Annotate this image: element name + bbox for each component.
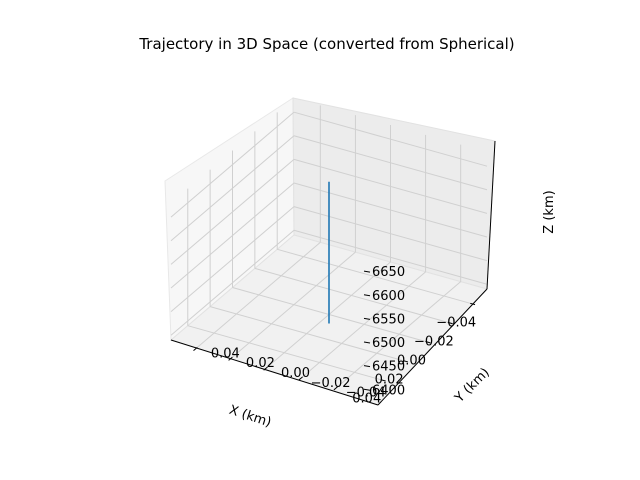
- z-tick-mark: [363, 388, 371, 391]
- z-grid-line: [293, 158, 488, 214]
- z-grid-line: [293, 135, 488, 191]
- y-tick-mark: [333, 386, 339, 391]
- x-tick-label: −0.02: [414, 334, 454, 349]
- y-tick-label: 0.04: [211, 346, 240, 361]
- z-grid-line: [293, 111, 488, 167]
- z-grid-line: [170, 229, 295, 336]
- z-grid-line: [170, 111, 295, 218]
- z-tick-label: 6400: [372, 383, 405, 398]
- z-tick-mark: [363, 341, 371, 344]
- z-tick-label: 6550: [372, 312, 405, 327]
- y-tick-label: 0.00: [281, 366, 310, 381]
- x-tick-label: 0.04: [352, 392, 381, 407]
- z-grid-line: [170, 135, 295, 242]
- x-axis-label: X (km): [227, 403, 273, 431]
- grid-lines: [170, 105, 488, 388]
- x-tick-mark: [447, 321, 453, 325]
- y-axis-label: Y (km): [452, 365, 493, 406]
- chart-title: Trajectory in 3D Space (converted from S…: [138, 35, 514, 53]
- z-grid-line: [293, 206, 488, 262]
- x-tick-label: 0.02: [375, 373, 404, 388]
- z-tick-label: 6450: [372, 360, 405, 375]
- y-tick-label: 0.02: [246, 356, 275, 371]
- x-tick-mark: [403, 360, 409, 363]
- z-tick-mark: [363, 294, 371, 297]
- z-grid-line: [170, 159, 295, 265]
- x-tick-label: 0.00: [397, 354, 426, 369]
- x-tick-label: −0.04: [436, 315, 476, 330]
- x-tick-mark: [380, 379, 386, 382]
- z-grid-line: [293, 229, 488, 285]
- y-grid-line: [196, 241, 321, 348]
- y-tick-mark: [298, 376, 303, 381]
- z-axis-label: Z (km): [542, 190, 557, 233]
- z-tick-mark: [363, 365, 371, 368]
- z-tick-mark: [363, 317, 371, 320]
- z-tick-mark: [363, 270, 371, 273]
- y-tick-label: −0.02: [311, 376, 351, 391]
- z-axis-line: [486, 140, 496, 290]
- z-grid-line: [293, 182, 488, 238]
- z-grid-line: [170, 206, 295, 313]
- tick-labels: −0.04−0.020.000.020.04−0.04−0.020.000.02…: [211, 265, 476, 407]
- x-tick-mark: [425, 341, 431, 344]
- y-tick-label: −0.04: [346, 386, 386, 401]
- x-axis-line: [170, 339, 379, 406]
- z-grid-line: [170, 182, 295, 289]
- y-grid-line: [337, 281, 462, 388]
- z-tick-label: 6650: [372, 265, 405, 280]
- z-tick-label: 6500: [372, 336, 405, 351]
- z-tick-label: 6600: [372, 289, 405, 304]
- y-axis-line: [377, 288, 488, 406]
- y-grid-line: [232, 251, 356, 358]
- y-grid-line: [302, 271, 426, 378]
- axes: [170, 140, 496, 406]
